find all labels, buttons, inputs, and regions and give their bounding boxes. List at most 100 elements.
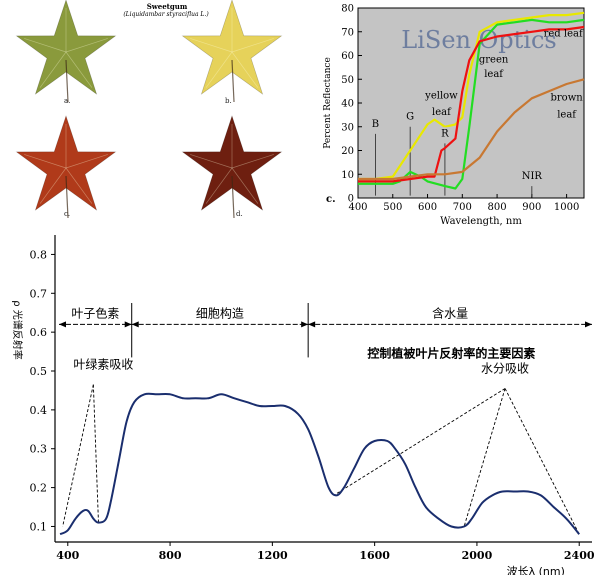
x-tick-label: 1200 — [257, 549, 288, 562]
annotation-label: 叶绿素吸收 — [73, 357, 133, 372]
y-tick-label: 0.8 — [30, 248, 48, 261]
leaf-title: Sweetgum — [146, 2, 188, 11]
leaf-vein — [24, 38, 67, 53]
leaf-stem — [65, 59, 69, 103]
y-tick-label: 30 — [341, 122, 354, 133]
annotation-label: 水分吸收 — [481, 362, 529, 376]
leaf-photo-grid: Sweetgum (Liquidambar styraciflua L.) a.… — [0, 0, 325, 222]
y-tick-label: 70 — [341, 27, 354, 38]
region-arrow-left — [308, 321, 316, 328]
x-tick-label: 800 — [488, 202, 507, 213]
region-arrow-left — [59, 321, 66, 328]
x-tick-label: 900 — [522, 202, 541, 213]
y-axis-title: Percent Reflectance — [323, 57, 333, 149]
leaf-vein — [231, 38, 274, 53]
leaf-vein — [231, 51, 259, 88]
leaf-vein — [39, 51, 67, 88]
series-line-brown-leaf — [358, 78, 585, 181]
series-label: leaf — [484, 69, 504, 80]
x-tick-label: 700 — [453, 202, 472, 213]
region-label: 叶子色素 — [71, 306, 119, 320]
y-tick-label: 0.1 — [30, 520, 48, 533]
x-tick-label: 400 — [348, 202, 367, 213]
plot-area — [357, 7, 585, 199]
leaf-red-icon — [15, 115, 117, 219]
leaf-stem — [65, 175, 69, 219]
band-label-bg — [403, 110, 416, 123]
y-tick-label: 20 — [341, 146, 354, 157]
leaf-vein — [190, 38, 233, 53]
leaf-label-a: a. — [64, 97, 71, 105]
panel-label: c. — [326, 194, 336, 205]
series-line-yellow-leaf — [358, 11, 585, 181]
leaf-label-c: c. — [64, 210, 71, 218]
band-label-bg — [519, 170, 544, 182]
x-axis-title: 波长λ (nm) — [507, 565, 565, 575]
x-axis-title: Wavelength, nm — [440, 216, 522, 227]
reflectance-curve — [59, 392, 580, 536]
x-tick-label: 500 — [383, 202, 402, 213]
series-line-red-leaf — [358, 25, 585, 183]
region-label: 含水量 — [432, 305, 468, 320]
annotation-leader-line — [62, 384, 94, 527]
leaf-vein — [65, 51, 93, 88]
x-tick-label: 2400 — [564, 549, 595, 562]
y-tick-label: 50 — [341, 75, 354, 86]
series-label: green — [479, 55, 509, 66]
leaf-photos — [15, 0, 283, 219]
annotation-leader-line — [463, 388, 506, 527]
annotation-leader-line — [92, 384, 99, 523]
leaf-vein — [205, 167, 233, 204]
annotation-leader-line — [333, 388, 506, 496]
band-label: NIR — [522, 171, 543, 182]
series-label: yellow — [424, 90, 458, 101]
x-tick-label: 600 — [418, 202, 437, 213]
x-tick-label: 1600 — [359, 549, 390, 562]
band-label: R — [441, 128, 449, 139]
x-tick-label: 1000 — [554, 202, 579, 213]
leaf-label-d: d. — [236, 210, 243, 218]
x-tick-label: 800 — [159, 549, 182, 562]
region-arrow-right — [585, 321, 592, 328]
annotation-leader-line — [504, 388, 580, 535]
y-tick-label: 0.4 — [30, 404, 48, 417]
y-tick-label: 60 — [341, 51, 354, 62]
series-label: leaf — [432, 107, 452, 118]
leaf-stem — [231, 175, 235, 219]
series-label: leaf — [557, 109, 577, 120]
leaf-green-icon — [15, 0, 117, 103]
y-tick-label: 0.5 — [30, 365, 48, 378]
chart-heading: 控制植被叶片反射率的主要因素 — [367, 345, 535, 360]
y-tick-label: 0.6 — [30, 326, 48, 339]
region-arrow-right — [301, 321, 309, 328]
y-tick-label: 0.2 — [30, 482, 48, 495]
leaf-stem — [231, 59, 235, 103]
y-axis-title: ρ 光谱反射率 — [11, 300, 24, 360]
leaf-vein — [65, 167, 93, 204]
leaf-vein — [231, 154, 274, 169]
y-tick-label: 80 — [341, 4, 354, 15]
band-label: B — [372, 119, 379, 130]
region-arrow-left — [131, 321, 139, 328]
leaf-vein — [39, 167, 67, 204]
x-tick-label: 400 — [56, 549, 79, 562]
y-tick-label: 10 — [341, 170, 354, 181]
region-label: 细胞构造 — [196, 305, 244, 320]
band-label: G — [406, 112, 414, 123]
leaf-vein — [190, 154, 233, 169]
leaf-vein — [65, 38, 108, 53]
y-tick-label: 0.7 — [30, 287, 48, 300]
spectral-reflectance-chart: 0.1 0.2 0.3 0.4 0.5 0.6 0.7 0.8 400 800 1200 1600 20… — [11, 235, 595, 575]
region-arrow-right — [124, 321, 132, 328]
series-label: brown — [551, 93, 584, 104]
band-label-bg — [368, 117, 381, 130]
series-line-green-leaf — [358, 18, 585, 190]
series-label: red leaf — [544, 29, 584, 40]
leaf-yellow-icon — [181, 0, 283, 103]
leaf-brown-icon — [181, 115, 283, 219]
leaf-vein — [65, 154, 108, 169]
y-tick-label: 40 — [341, 99, 354, 110]
leaf-vein — [231, 167, 259, 204]
leaf-label-b: b. — [225, 97, 232, 105]
leaf-subtitle: (Liquidambar styraciflua L.) — [123, 11, 209, 18]
